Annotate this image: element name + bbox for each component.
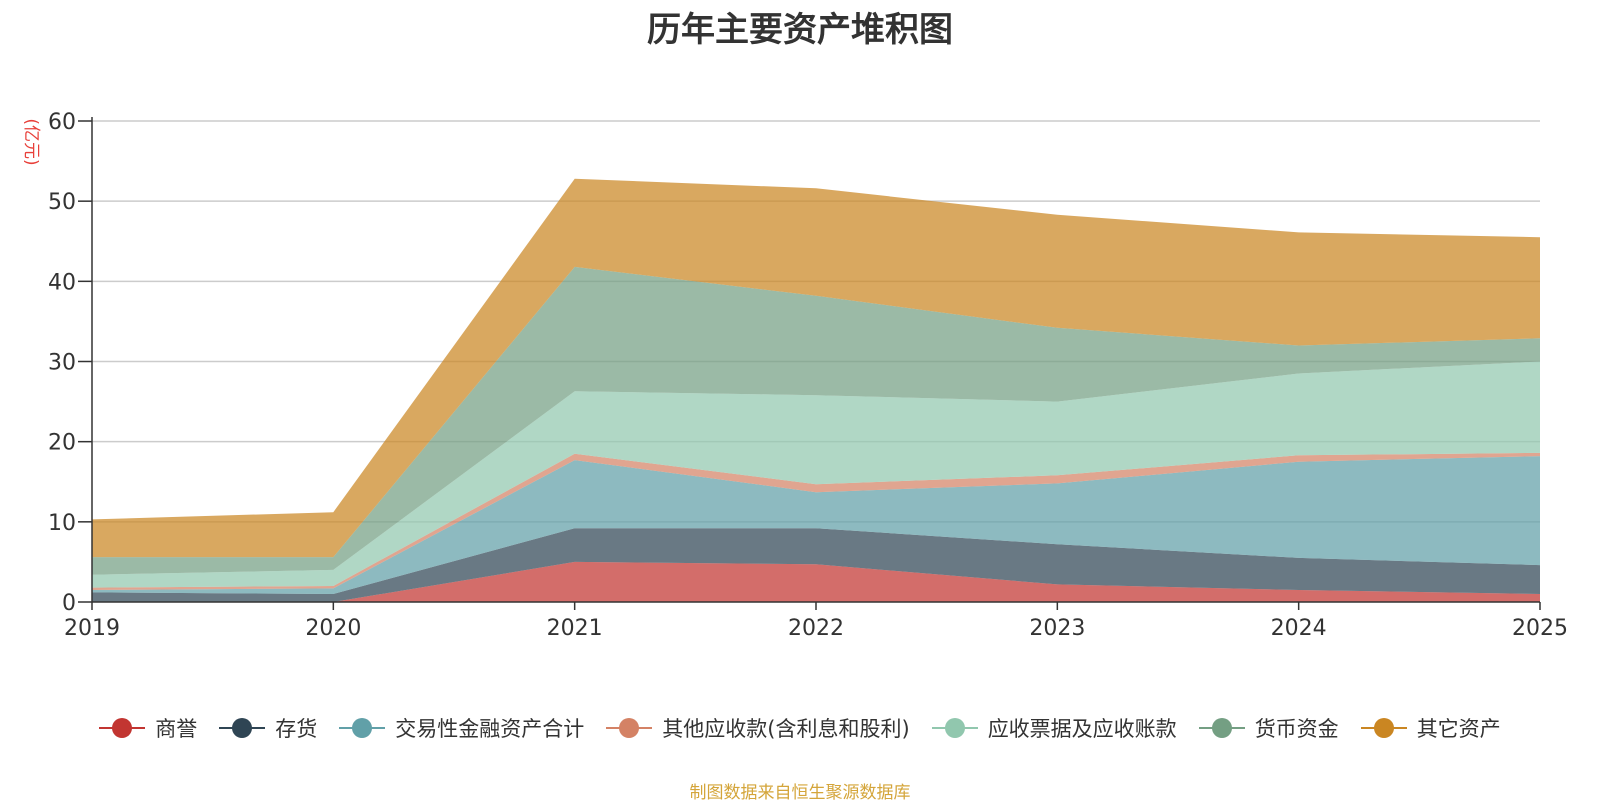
legend-item-1[interactable]: 商誉: [99, 713, 197, 743]
series-area-1[interactable]: [92, 561, 1540, 602]
legend-item-6[interactable]: 货币资金: [1198, 713, 1339, 743]
legend-label: 其它资产: [1416, 717, 1501, 741]
chart-title: 历年主要资产堆积图: [647, 10, 953, 50]
axes: 0 10 20 30 40 50 60 2019 2020 2021 2022 2023 2024 202…: [48, 110, 1568, 641]
y-tick-label: 30: [48, 351, 76, 376]
y-tick-label: 50: [48, 190, 76, 215]
series-area-5[interactable]: [92, 361, 1540, 588]
x-tick-label: 2025: [1512, 616, 1568, 641]
legend-label: 商誉: [155, 717, 198, 741]
y-tick-label: 60: [48, 110, 76, 135]
legend-marker-icon: [931, 717, 978, 739]
x-tick-label: 2021: [547, 616, 603, 641]
legend-marker-icon: [219, 717, 266, 739]
y-tick-label: 10: [48, 511, 76, 536]
legend-marker-icon: [339, 717, 386, 739]
legend-label: 其他应收款(含利息和股利): [662, 717, 910, 741]
series-area-6[interactable]: [92, 266, 1540, 575]
series-area-7[interactable]: [92, 178, 1540, 558]
series-area-3[interactable]: [92, 456, 1540, 594]
y-axis-label: (亿元): [21, 118, 41, 165]
x-tick-label: 2019: [64, 616, 120, 641]
legend-label: 交易性金融资产合计: [395, 717, 585, 741]
legend-item-7[interactable]: 其它资产: [1360, 713, 1501, 743]
series-areas: [92, 178, 1540, 602]
legend-marker-icon: [1360, 717, 1407, 739]
legend: 商誉 存货 交易性金融资产合计 其他应收款(含利息和股利) 应收票据及应收账款 货币资金 其…: [0, 710, 1600, 746]
legend-item-4[interactable]: 其他应收款(含利息和股利): [606, 713, 910, 743]
x-tick-label: 2020: [305, 616, 361, 641]
legend-marker-icon: [1198, 717, 1245, 739]
legend-item-2[interactable]: 存货: [219, 713, 317, 743]
x-tick-label: 2023: [1029, 616, 1085, 641]
source-note: 制图数据来自恒生聚源数据库: [689, 783, 911, 803]
legend-marker-icon: [99, 717, 146, 739]
legend-item-3[interactable]: 交易性金融资产合计: [339, 713, 584, 743]
x-tick-label: 2024: [1271, 616, 1327, 641]
x-tick-label: 2022: [788, 616, 844, 641]
y-tick-label: 20: [48, 431, 76, 456]
legend-label: 存货: [275, 717, 318, 741]
legend-label: 货币资金: [1254, 717, 1339, 741]
series-area-2[interactable]: [92, 528, 1540, 602]
legend-label: 应收票据及应收账款: [987, 717, 1177, 741]
y-tick-label: 0: [62, 591, 76, 616]
y-tick-label: 40: [48, 270, 76, 295]
legend-marker-icon: [606, 717, 653, 739]
legend-item-5[interactable]: 应收票据及应收账款: [931, 713, 1177, 743]
